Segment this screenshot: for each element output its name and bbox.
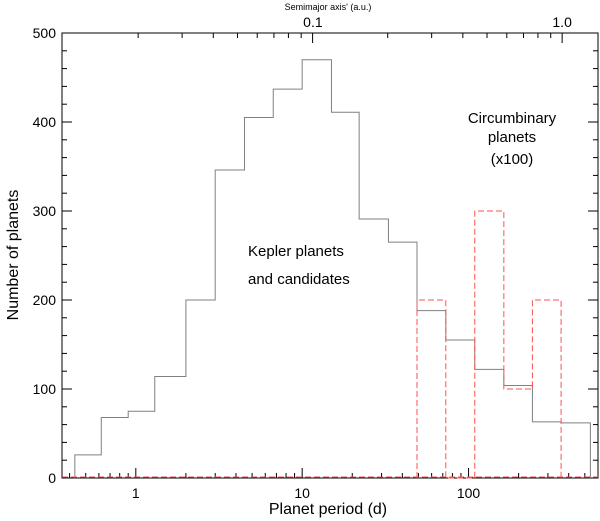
annotation-circumbinary-line-3: (x100) xyxy=(491,151,534,168)
x-tick-label: 100 xyxy=(457,485,481,501)
y-tick-label: 300 xyxy=(33,203,57,219)
y-tick-label: 200 xyxy=(33,292,57,308)
y-tick-label: 0 xyxy=(48,470,56,486)
series-layer xyxy=(62,59,598,479)
top-axis-label: Semimajor axis' (a.u.) xyxy=(285,2,372,12)
kepler-histogram-line xyxy=(74,59,591,478)
labels-layer: 1 10 100 0.1 1.0 0 100 200 300 400 500 xyxy=(33,14,572,501)
annotation-kepler-line-1: Kepler planets xyxy=(248,243,344,260)
top-tick-label: 0.1 xyxy=(303,14,323,30)
annotation-kepler-line-2: and candidates xyxy=(248,271,350,288)
y-tick-label: 100 xyxy=(33,381,57,397)
plot-frame xyxy=(61,32,599,479)
annotation-circumbinary-line-2: planets xyxy=(488,129,536,146)
y-axis-label: Number of planets xyxy=(5,190,22,321)
x-tick-label: 10 xyxy=(294,485,310,501)
circumbinary-histogram-line xyxy=(416,210,562,479)
x-tick-label: 1 xyxy=(132,485,140,501)
x-axis-label: Planet period (d) xyxy=(269,501,387,518)
annotation-circumbinary-line-1: Circumbinary xyxy=(468,110,557,127)
y-tick-label: 400 xyxy=(33,114,57,130)
top-tick-label: 1.0 xyxy=(552,14,572,30)
y-tick-label: 500 xyxy=(33,25,57,41)
